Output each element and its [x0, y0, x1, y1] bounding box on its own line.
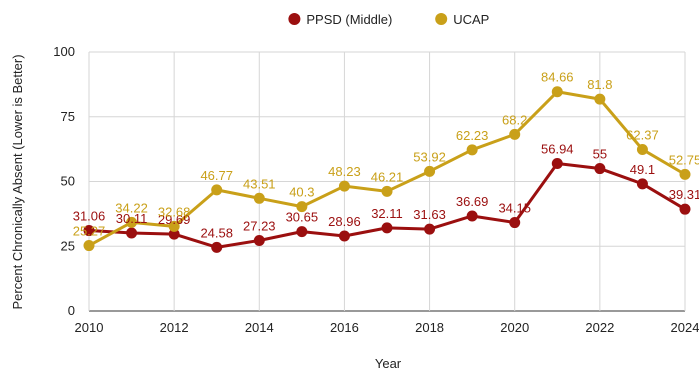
x-tick-label: 2016	[330, 320, 359, 335]
ucap-point	[381, 185, 393, 197]
y-tick-label: 25	[61, 238, 75, 253]
ppsd-middle-point	[83, 225, 95, 237]
legend-item-ucap: UCAP	[435, 12, 489, 27]
ppsd-middle-data-label: 31.06	[73, 209, 106, 224]
ucap-data-label: 46.77	[200, 168, 233, 183]
ppsd-middle-data-label: 24.58	[200, 225, 233, 240]
ppsd-middle-data-label: 39.31	[669, 187, 699, 202]
legend-marker	[435, 13, 448, 25]
ppsd-middle-data-label: 55	[593, 147, 607, 162]
ppsd-middle-data-label: 30.11	[116, 211, 148, 226]
ucap-point	[211, 184, 223, 196]
ucap-data-label: 34.22	[115, 200, 148, 215]
ppsd-middle-data-label: 32.11	[371, 206, 403, 221]
ucap-point	[253, 192, 265, 204]
x-tick-label: 2010	[75, 320, 104, 335]
ppsd-middle-point	[126, 227, 138, 239]
ucap-data-label: 84.66	[541, 70, 574, 85]
y-tick-label: 50	[61, 174, 75, 189]
ppsd-middle-data-label: 28.96	[328, 214, 361, 229]
legend-label: PPSD (Middle)	[306, 12, 392, 27]
x-axis-ticks: 2010 2012 2014 2016 2018 2020 2022 2024	[75, 320, 699, 335]
ppsd-middle-point	[338, 230, 350, 242]
ucap-point	[338, 180, 350, 192]
ppsd-middle-point	[509, 217, 521, 229]
ppsd-middle-data-label: 36.69	[456, 194, 489, 209]
ppsd-middle-point	[253, 234, 265, 246]
ucap-point	[636, 143, 648, 155]
x-tick-label: 2024	[671, 320, 699, 335]
x-tick-label: 2020	[500, 320, 529, 335]
ppsd-middle-data-label: 56.94	[541, 142, 574, 157]
ppsd-middle-data-label: 29.69	[158, 212, 191, 227]
ucap-data-label: 46.21	[371, 169, 404, 184]
ppsd-middle-point	[636, 178, 648, 190]
ucap-point	[551, 86, 563, 98]
ucap-point	[679, 168, 691, 180]
ppsd-middle-data-label: 27.23	[243, 218, 276, 233]
series-ucap	[83, 86, 691, 252]
ucap-point	[594, 93, 606, 105]
ucap-data-label: 52.75	[669, 152, 699, 167]
x-tick-label: 2012	[160, 320, 189, 335]
x-tick-label: 2014	[245, 320, 274, 335]
ucap-data-label: 32.68	[158, 204, 191, 219]
ppsd-middle-point	[211, 241, 223, 253]
ucap-data-label: 62.23	[456, 128, 489, 143]
y-tick-label: 75	[61, 109, 75, 124]
ucap-data-label: 68.2	[502, 112, 527, 127]
series-layer	[83, 86, 691, 253]
ucap-point	[83, 240, 95, 252]
ppsd-middle-data-label: 49.1	[630, 162, 655, 177]
ucap-data-label: 40.3	[289, 185, 314, 200]
ucap-point	[126, 216, 138, 228]
ppsd-middle-point	[679, 203, 691, 215]
ucap-point	[509, 128, 521, 140]
ppsd-middle-data-label: 31.63	[413, 207, 446, 222]
ucap-data-label: 53.92	[413, 149, 446, 164]
y-axis-ticks: 0 25 50 75 100	[53, 44, 75, 318]
ppsd-middle-point	[466, 210, 478, 222]
ucap-data-label: 62.37	[626, 127, 659, 142]
ppsd-middle-point	[296, 226, 308, 238]
x-tick-label: 2022	[585, 320, 614, 335]
ucap-data-label: 81.8	[587, 77, 612, 92]
ppsd-middle-point	[381, 222, 393, 234]
ppsd-middle-data-label: 30.65	[286, 210, 319, 225]
ppsd-middle-point	[424, 223, 436, 235]
ucap-data-label: 48.23	[328, 164, 361, 179]
ucap-point	[466, 144, 478, 156]
ucap-data-label: 43.51	[243, 176, 276, 191]
ppsd-middle-point	[551, 158, 563, 170]
ucap-data-label: 25.27	[73, 224, 106, 239]
legend-marker	[288, 13, 301, 25]
legend-item-ppsd-middle: PPSD (Middle)	[288, 12, 392, 27]
x-tick-label: 2018	[415, 320, 444, 335]
series-ppsd-middle	[83, 158, 691, 253]
ppsd-middle-point	[594, 163, 606, 175]
ppsd-middle-data-label: 34.15	[498, 201, 531, 216]
ppsd-middle-point	[168, 228, 180, 240]
ucap-point	[168, 220, 180, 232]
ucap-point	[424, 165, 436, 177]
y-axis-title: Percent Chronically Absent (Lower is Bet…	[10, 54, 25, 309]
x-axis-title: Year	[375, 356, 402, 370]
data-labels: 31.06 30.11 29.69 24.58 27.23 30.65 28.96 32.11…	[73, 70, 699, 241]
ucap-point	[296, 201, 308, 213]
y-tick-label: 0	[68, 303, 75, 318]
legend-label: UCAP	[453, 12, 489, 27]
legend: PPSD (Middle) UCAP	[288, 12, 489, 27]
y-tick-label: 100	[53, 44, 75, 59]
